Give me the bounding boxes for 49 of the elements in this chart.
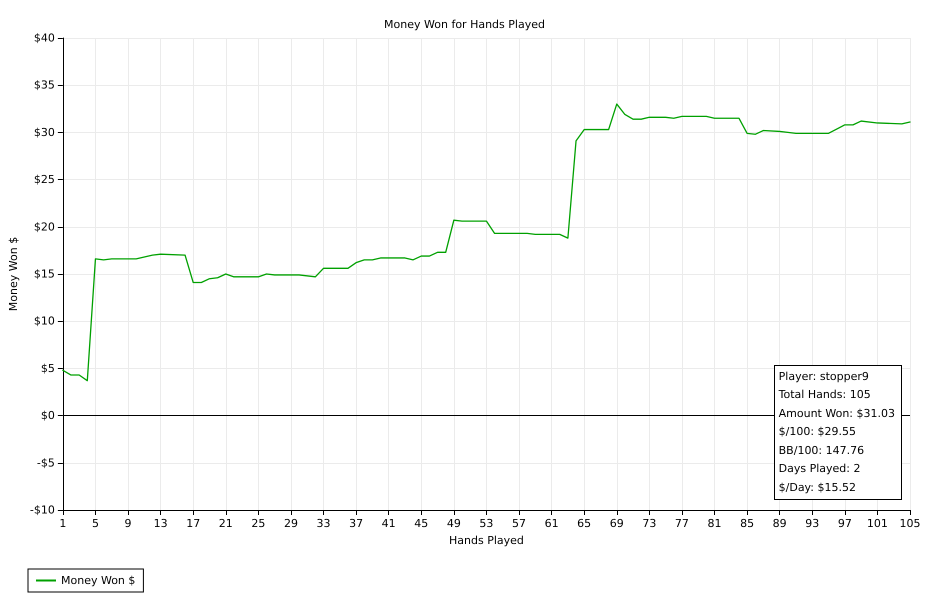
- annotation: Total Hands: 105: [778, 387, 872, 403]
- x-tick-label: 61: [544, 517, 559, 530]
- y-tick-label: $40: [34, 32, 55, 44]
- x-tick-label: 37: [349, 517, 364, 530]
- x-tick-label: 5: [92, 517, 99, 530]
- x-tick-label: 73: [642, 517, 656, 530]
- x-tick-label: 77: [674, 517, 689, 530]
- x-tick-label: 93: [805, 517, 820, 530]
- y-tick-label: -$5: [36, 456, 55, 470]
- y-tick-label: $20: [34, 220, 55, 234]
- x-tick-label: 33: [316, 517, 331, 530]
- y-tick-label: -$10: [30, 504, 55, 516]
- y-tick-label: $5: [40, 362, 55, 375]
- x-tick-label: 1: [59, 517, 66, 530]
- annotation: BB/100: 147.76: [778, 442, 866, 458]
- annotation: Days Played: 2: [778, 461, 862, 477]
- x-tick-label: 25: [251, 517, 266, 530]
- x-tick-label: 69: [610, 517, 624, 530]
- y-tick-label: $25: [34, 173, 55, 186]
- x-tick-label: 85: [740, 517, 754, 530]
- x-tick-label: 81: [708, 517, 722, 530]
- x-axis-title: Hands Played: [448, 534, 524, 547]
- y-tick-label: $30: [34, 126, 55, 139]
- x-tick-label: 13: [154, 517, 168, 530]
- y-axis-title: Money Won $: [7, 236, 20, 312]
- x-tick-label: 17: [186, 517, 200, 530]
- x-tick-label: 101: [866, 517, 888, 530]
- x-tick-label: 105: [900, 517, 920, 530]
- x-tick-label: 21: [218, 517, 233, 530]
- y-tick-label: $10: [34, 314, 55, 328]
- x-tick-label: 89: [772, 517, 787, 530]
- annotation: $/100: $29.55: [778, 424, 858, 440]
- x-tick-label: 49: [446, 517, 461, 530]
- x-tick-label: 41: [382, 517, 396, 530]
- y-tick-label: $0: [40, 409, 55, 422]
- x-tick-label: 45: [414, 517, 428, 530]
- x-tick-label: 29: [284, 517, 298, 530]
- x-tick-label: 9: [124, 517, 132, 530]
- x-tick-label: 65: [577, 517, 592, 530]
- y-tick-label: $35: [34, 78, 55, 92]
- annotation: Player: stopper9: [778, 368, 870, 384]
- x-tick-label: 53: [479, 517, 494, 530]
- chart-title: Money Won for Hands Played: [384, 18, 545, 31]
- x-tick-label: 57: [512, 517, 526, 530]
- y-tick-label: $15: [34, 268, 55, 280]
- annotation: Amount Won: $31.03: [778, 406, 895, 422]
- x-tick-label: 97: [838, 517, 852, 530]
- annotation: $/Day: $15.52: [778, 480, 857, 496]
- legend-label: Money Won $: [61, 574, 136, 587]
